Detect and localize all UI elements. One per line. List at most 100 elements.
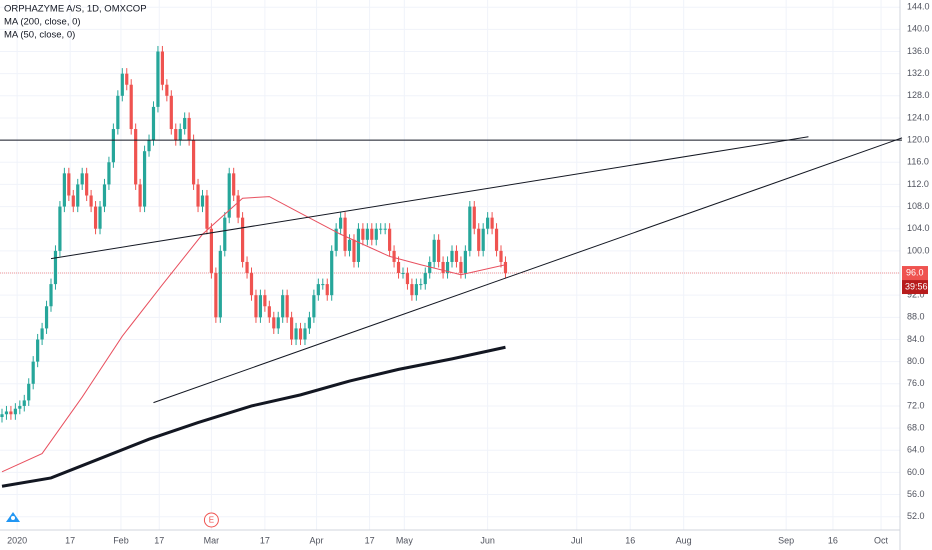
y-tick-label: 100.0: [907, 245, 930, 255]
trend-line: [50, 136, 809, 260]
candle-body: [330, 250, 334, 296]
candle-body: [44, 306, 49, 329]
candle-body: [0, 414, 4, 418]
candle-body: [151, 106, 156, 141]
candle-body: [98, 206, 102, 229]
x-tick-label: Sep: [778, 535, 794, 545]
legend-entry: MA (50, close, 0): [4, 30, 75, 41]
candle-body: [134, 129, 138, 185]
candle-body: [4, 411, 9, 415]
candle-body: [321, 284, 325, 286]
candle-body: [191, 140, 196, 185]
candle-body: [49, 284, 53, 307]
candle-body: [477, 228, 481, 251]
candle-body: [187, 117, 191, 141]
x-tick-label: May: [396, 535, 414, 545]
candle-body: [490, 217, 494, 229]
candle-body: [85, 173, 89, 196]
y-tick-label: 136.0: [907, 46, 930, 56]
candle-body: [209, 228, 214, 274]
candle-body: [423, 273, 427, 285]
candle-body: [142, 151, 147, 207]
candle-body: [463, 250, 467, 274]
candle-body: [169, 95, 173, 130]
candle-body: [405, 273, 410, 285]
y-tick-label: 84.0: [907, 334, 925, 344]
candle-body: [76, 184, 80, 207]
y-tick-label: 88.0: [907, 312, 925, 322]
candle-body: [53, 250, 58, 285]
y-tick-label: 120.0: [907, 134, 930, 144]
candle-body: [31, 361, 35, 384]
candle-body: [196, 184, 200, 207]
candle-body: [116, 95, 120, 130]
y-tick-label: 112.0: [907, 179, 929, 189]
x-tick-label: 17: [365, 535, 375, 545]
y-tick-label: 52.0: [907, 511, 925, 521]
candle-body: [240, 217, 245, 262]
candle-body: [111, 129, 115, 163]
candle-body: [249, 273, 254, 296]
candle-body: [450, 250, 454, 262]
candle-body: [107, 162, 111, 185]
candle-body: [227, 173, 231, 218]
candle-body: [236, 195, 240, 218]
y-tick-label: 132.0: [907, 68, 930, 78]
candle-body: [468, 206, 472, 251]
y-tick-label: 108.0: [907, 201, 930, 211]
candle-body: [459, 261, 463, 274]
candle-body: [22, 400, 26, 406]
candle-body: [432, 239, 436, 262]
price-badge-label: 96.0: [906, 267, 924, 277]
candle-body: [307, 317, 312, 329]
candle-body: [156, 51, 160, 107]
x-tick-label: Jun: [480, 535, 495, 545]
y-tick-label: 80.0: [907, 356, 925, 366]
candle-body: [102, 184, 107, 207]
candle-body: [147, 140, 151, 152]
candle-body: [67, 173, 71, 196]
y-tick-label: 60.0: [907, 467, 925, 477]
x-tick-label: Aug: [676, 535, 692, 545]
candle-body: [129, 84, 133, 130]
moving-average: [1, 345, 506, 488]
y-tick-label: 124.0: [907, 112, 930, 122]
candle-body: [472, 206, 476, 229]
candle-body: [374, 228, 378, 240]
candle-body: [445, 261, 450, 274]
candle-body: [503, 261, 508, 274]
candle-body: [290, 317, 294, 340]
candle-body: [383, 228, 387, 230]
candle-body: [89, 195, 93, 207]
candle-body: [36, 339, 40, 362]
x-tick-label: 17: [65, 535, 75, 545]
y-tick-label: 64.0: [907, 445, 925, 455]
candle-body: [334, 228, 338, 251]
logo[interactable]: [6, 512, 20, 522]
candle-body: [339, 217, 343, 229]
candle-body: [160, 51, 164, 85]
candle-body: [18, 405, 22, 409]
y-tick-label: 116.0: [907, 157, 929, 167]
candle-body: [58, 206, 62, 251]
candle-body: [481, 228, 485, 251]
candle-body: [40, 328, 44, 340]
candle-body: [365, 228, 369, 240]
candle-body: [347, 239, 352, 251]
x-tick-label: 2020: [7, 535, 27, 545]
trend-line: [153, 137, 903, 404]
candle-body: [316, 284, 320, 296]
x-tick-label: Feb: [113, 535, 129, 545]
candle-body: [200, 195, 205, 207]
candle-body: [245, 261, 249, 274]
x-tick-label: 17: [260, 535, 270, 545]
candle-body: [361, 228, 365, 240]
y-tick-label: 144.0: [907, 2, 930, 12]
earnings-label: E: [209, 516, 214, 525]
candle-body: [9, 411, 13, 415]
candle-body: [392, 250, 396, 262]
candle-body: [80, 173, 84, 185]
y-tick-label: 104.0: [907, 223, 930, 233]
candle-body: [258, 295, 263, 318]
y-tick-label: 128.0: [907, 90, 930, 100]
